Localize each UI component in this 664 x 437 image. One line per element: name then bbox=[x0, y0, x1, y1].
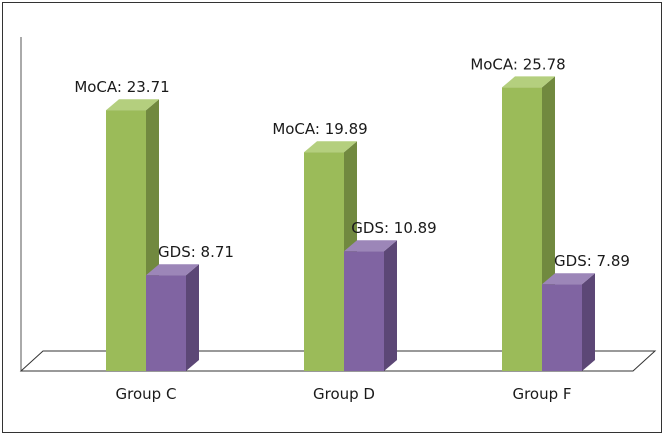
data-label-moca: MoCA: 23.71 bbox=[74, 78, 169, 96]
bar-front bbox=[344, 251, 384, 371]
bar-front bbox=[106, 110, 146, 371]
data-labels: MoCA: 23.71 GDS: 8.71 MoCA: 19.89 GDS: 10.8… bbox=[74, 55, 630, 270]
bar-top bbox=[146, 264, 199, 276]
data-label-gds: GDS: 8.71 bbox=[158, 243, 234, 261]
bar-side bbox=[384, 240, 397, 371]
bar-top bbox=[542, 273, 595, 285]
bar-front bbox=[542, 284, 582, 371]
category-tick-label: Group C bbox=[116, 385, 177, 403]
category-tick-labels: Group C Group D Group F bbox=[116, 385, 572, 403]
data-label-gds: GDS: 7.89 bbox=[554, 252, 630, 270]
category-tick-label: Group F bbox=[512, 385, 571, 403]
bar-top bbox=[344, 240, 397, 252]
data-label-moca: MoCA: 25.78 bbox=[470, 55, 565, 73]
bar-gds-group-c bbox=[146, 264, 199, 371]
bar-top bbox=[502, 76, 555, 88]
bar-front bbox=[146, 275, 186, 371]
bar-top bbox=[106, 99, 159, 111]
bar-gds-group-d bbox=[344, 240, 397, 371]
bar-top bbox=[304, 141, 357, 153]
bar-front bbox=[304, 152, 344, 371]
bars bbox=[106, 76, 595, 372]
bar-side bbox=[186, 264, 199, 371]
bar-chart: MoCA: 23.71 GDS: 8.71 MoCA: 19.89 GDS: 10.8… bbox=[19, 37, 657, 403]
bar-gds-group-f bbox=[542, 273, 595, 371]
bar-side bbox=[582, 273, 595, 371]
data-label-gds: GDS: 10.89 bbox=[351, 219, 436, 237]
data-label-moca: MoCA: 19.89 bbox=[272, 120, 367, 138]
category-tick-label: Group D bbox=[313, 385, 375, 403]
bar-front bbox=[502, 87, 542, 372]
